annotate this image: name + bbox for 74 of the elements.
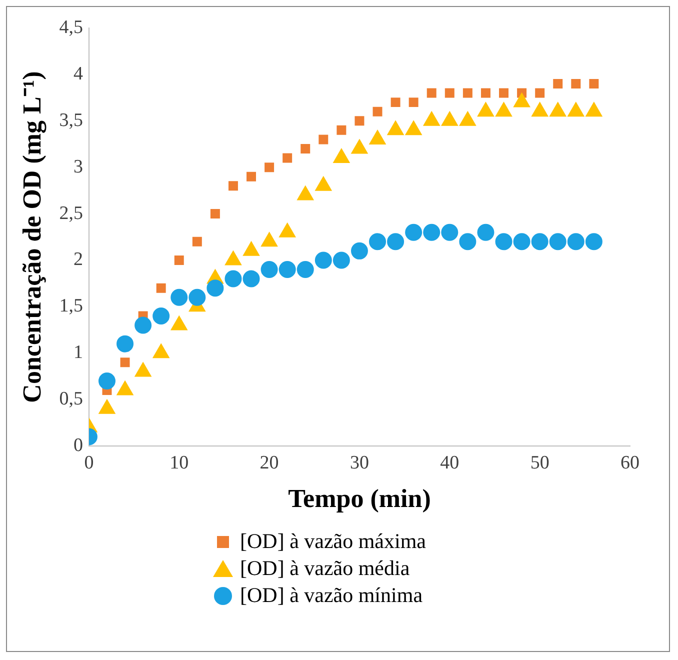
point — [531, 233, 548, 250]
x-tick-label: 10 — [170, 452, 189, 474]
point — [264, 162, 274, 172]
point — [372, 106, 382, 116]
point — [535, 88, 545, 98]
point — [585, 233, 602, 250]
point — [499, 88, 508, 98]
y-tick-label: 0,5 — [59, 388, 83, 410]
legend-label: [OD] à vazão máxima — [240, 529, 426, 554]
point — [423, 224, 440, 241]
point — [336, 125, 346, 135]
point — [192, 236, 202, 246]
y-axis-title: Concentração de OD (mg L⁻¹) — [17, 71, 46, 403]
point — [242, 270, 260, 288]
point — [174, 255, 184, 265]
point — [549, 233, 566, 250]
point — [369, 233, 386, 250]
y-tick-label: 2 — [73, 249, 83, 270]
point — [459, 233, 476, 250]
y-tick-label: 0 — [73, 434, 83, 456]
point — [170, 288, 188, 306]
point — [426, 88, 436, 98]
point — [444, 88, 454, 98]
point — [206, 280, 224, 297]
y-tick-label: 1,5 — [59, 296, 83, 317]
point — [224, 270, 242, 288]
point — [477, 224, 494, 241]
point — [300, 144, 310, 154]
point — [553, 78, 563, 88]
point — [495, 233, 512, 250]
point — [390, 98, 400, 108]
x-tick-label: 20 — [260, 452, 279, 474]
point — [98, 372, 116, 390]
point — [296, 261, 314, 278]
point — [278, 261, 296, 278]
point — [314, 252, 332, 269]
x-tick-label: 60 — [620, 452, 640, 474]
x-tick-label: 40 — [440, 452, 460, 474]
point — [260, 261, 278, 278]
point — [350, 242, 368, 260]
point — [354, 116, 364, 126]
point — [188, 288, 206, 306]
point — [152, 307, 170, 324]
y-tick-label: 4 — [73, 63, 84, 84]
point — [318, 134, 328, 144]
point — [571, 78, 581, 88]
point — [405, 224, 422, 241]
point — [156, 283, 166, 293]
point — [387, 233, 404, 250]
point — [332, 252, 350, 269]
y-tick-label: 1 — [73, 342, 83, 364]
point — [246, 172, 256, 182]
point — [210, 209, 220, 219]
point — [408, 98, 418, 108]
point — [120, 358, 130, 368]
y-tick-label: 3 — [73, 156, 83, 178]
y-tick-label: 4,5 — [59, 16, 83, 38]
y-tick-label: 2,5 — [59, 202, 83, 224]
legend-label: [OD] à vazão média — [240, 556, 410, 581]
x-tick-label: 30 — [350, 452, 369, 474]
point — [282, 153, 292, 163]
point — [228, 181, 238, 191]
point — [480, 88, 490, 98]
point — [116, 335, 134, 352]
point — [567, 233, 584, 250]
point — [513, 233, 530, 250]
legend-label: [OD] à vazão mínima — [240, 583, 423, 608]
x-tick-label: 50 — [530, 452, 550, 474]
x-axis-title: Tempo (min) — [288, 484, 431, 514]
point — [589, 78, 599, 88]
y-tick-label: 3,5 — [59, 110, 83, 131]
point — [462, 88, 472, 98]
point — [134, 316, 152, 334]
point — [441, 224, 458, 241]
